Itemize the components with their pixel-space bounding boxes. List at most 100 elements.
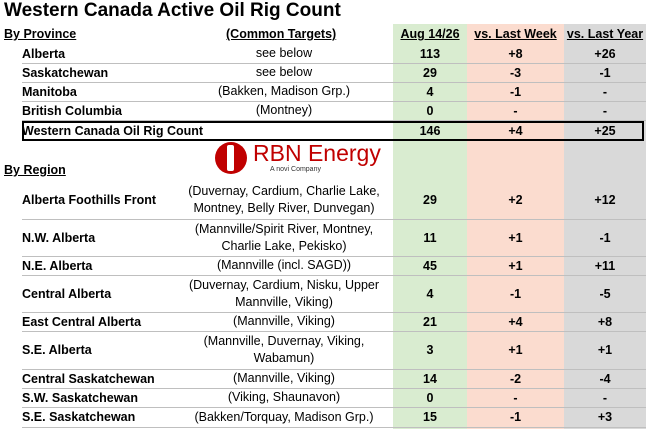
row-name: East Central Alberta — [22, 314, 142, 329]
province-row: Saskatchewan see below 29 -3 -1 — [0, 63, 650, 82]
vs-year-column-bg — [564, 24, 646, 429]
row-separator — [22, 427, 646, 428]
row-vs-week: +1 — [508, 343, 523, 357]
row-vs-week: +1 — [508, 258, 523, 273]
row-targets: (Mannville (incl. SAGD)) — [216, 258, 352, 272]
row-separator — [22, 275, 646, 276]
row-vs-year: -4 — [599, 371, 611, 386]
logo-brand: RBN Energy — [253, 140, 381, 166]
row-vs-year: +1 — [597, 343, 613, 357]
row-name: Central Alberta — [22, 286, 112, 301]
row-separator — [22, 388, 646, 389]
region-row: N.E. Alberta (Mannville (incl. SAGD)) 45 +1… — [0, 256, 650, 275]
row-separator — [22, 101, 646, 102]
row-current: 4 — [426, 286, 434, 301]
row-separator — [22, 256, 646, 257]
province-row: British Columbia (Montney) 0 - - — [0, 101, 650, 120]
row-targets: see below — [255, 46, 313, 60]
row-vs-week: +4 — [508, 314, 523, 329]
row-targets: (Bakken/Torquay, Madison Grp.) — [194, 409, 374, 424]
vs-week-header: vs. Last Week — [474, 27, 557, 41]
region-row: S.E. Saskatchewan (Bakken/Torquay, Madiso… — [0, 407, 650, 427]
row-current: 15 — [423, 410, 437, 424]
row-separator — [22, 312, 646, 313]
row-vs-year: - — [602, 84, 608, 99]
by-region-header: By Region — [4, 163, 66, 177]
row-separator — [22, 120, 646, 121]
row-targets: (Mannville/Spirit River, Montney, Charli… — [194, 221, 374, 253]
total-vs-week: +4 — [508, 124, 523, 138]
row-name: S.E. Saskatchewan — [22, 410, 136, 424]
row-separator — [22, 63, 646, 64]
total-vs-year: +25 — [594, 124, 616, 138]
row-vs-year: - — [602, 390, 608, 405]
row-vs-year: +3 — [597, 410, 613, 424]
row-vs-week: - — [513, 103, 518, 118]
row-name: S.E. Alberta — [22, 343, 92, 357]
region-row: Central Alberta (Duvernay, Cardium, Nisku… — [0, 275, 650, 312]
current-column-bg — [393, 24, 467, 429]
row-vs-year: +26 — [594, 46, 616, 61]
row-current: 11 — [423, 230, 437, 245]
row-vs-week: +2 — [508, 193, 523, 207]
region-row: N.W. Alberta (Mannville/Spirit River, Mon… — [0, 219, 650, 256]
vs-year-header: vs. Last Year — [566, 27, 644, 41]
row-current: 0 — [426, 103, 434, 118]
row-current: 14 — [423, 371, 437, 386]
row-targets: (Montney) — [255, 103, 313, 117]
row-current: 21 — [423, 314, 437, 329]
row-targets: (Viking, Shaunavon) — [227, 390, 341, 404]
rbn-energy-logo: RBN Energy A novi Company — [215, 140, 385, 174]
row-vs-week: -1 — [509, 410, 522, 424]
logo-subtitle: A novi Company — [270, 166, 321, 173]
row-vs-week: -1 — [509, 84, 522, 99]
rbn-logo-mark-icon — [215, 142, 247, 174]
province-row: Alberta see below 113 +8 +26 — [0, 44, 650, 63]
row-vs-year: -5 — [599, 286, 611, 301]
province-row: Manitoba (Bakken, Madison Grp.) 4 -1 - — [0, 82, 650, 101]
region-row: East Central Alberta (Mannville, Viking) 2… — [0, 312, 650, 331]
row-vs-week: -2 — [509, 371, 522, 386]
row-targets: see below — [255, 65, 313, 79]
row-vs-year: - — [602, 103, 608, 118]
row-name: N.E. Alberta — [22, 258, 93, 273]
row-vs-year: +8 — [597, 314, 613, 329]
row-vs-week: +8 — [508, 46, 523, 61]
row-name: Manitoba — [22, 84, 77, 99]
row-name: Central Saskatchewan — [22, 371, 155, 386]
row-separator — [22, 82, 646, 83]
row-vs-year: -1 — [599, 65, 611, 80]
row-current: 29 — [423, 193, 437, 207]
row-name: N.W. Alberta — [22, 230, 96, 245]
vs-week-column-bg — [467, 24, 564, 429]
row-separator — [22, 331, 646, 332]
row-targets: (Mannville, Viking) — [233, 371, 335, 385]
page-title: Western Canada Active Oil Rig Count — [4, 0, 341, 21]
row-current: 45 — [423, 258, 437, 273]
row-vs-week: -3 — [509, 65, 522, 80]
row-vs-week: +1 — [508, 230, 523, 245]
row-name: Saskatchewan — [22, 65, 109, 80]
row-vs-week: - — [513, 390, 518, 405]
current-date-header: Aug 14/26 — [400, 27, 460, 41]
total-row: Western Canada Oil Rig Count 146 +4 +25 — [0, 121, 650, 141]
row-current: 113 — [419, 46, 441, 61]
region-row: Central Saskatchewan (Mannville, Viking) 1… — [0, 369, 650, 388]
common-targets-header: (Common Targets) — [226, 27, 337, 41]
total-name: Western Canada Oil Rig Count — [22, 124, 204, 138]
row-targets: (Mannville, Viking) — [233, 314, 335, 328]
row-name: Alberta — [22, 46, 66, 61]
row-targets: (Duvernay, Cardium, Charlie Lake, Montne… — [188, 184, 380, 215]
row-current: 29 — [423, 65, 437, 80]
row-targets: (Bakken, Madison Grp.) — [218, 84, 350, 98]
row-targets: (Mannville, Duvernay, Viking, Wabamun) — [203, 334, 365, 365]
by-province-header: By Province — [4, 27, 77, 41]
region-row: S.E. Alberta (Mannville, Duvernay, Viking… — [0, 331, 650, 369]
total-current: 146 — [419, 124, 441, 138]
row-name: S.W. Saskatchewan — [22, 390, 139, 405]
total-row-box — [22, 121, 644, 141]
row-targets: (Duvernay, Cardium, Nisku, Upper Mannvil… — [188, 277, 380, 309]
row-vs-year: +11 — [594, 258, 616, 273]
row-current: 3 — [426, 343, 434, 357]
row-name: British Columbia — [22, 103, 123, 118]
